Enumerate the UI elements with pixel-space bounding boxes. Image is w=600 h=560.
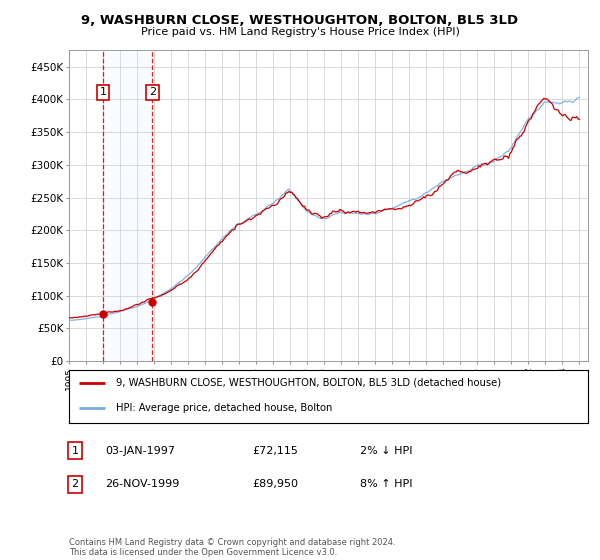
Text: £89,950: £89,950 bbox=[252, 479, 298, 489]
Text: 8% ↑ HPI: 8% ↑ HPI bbox=[360, 479, 413, 489]
Text: £72,115: £72,115 bbox=[252, 446, 298, 456]
Text: Contains HM Land Registry data © Crown copyright and database right 2024.
This d: Contains HM Land Registry data © Crown c… bbox=[69, 538, 395, 557]
Text: HPI: Average price, detached house, Bolton: HPI: Average price, detached house, Bolt… bbox=[116, 403, 332, 413]
Text: 2: 2 bbox=[149, 87, 156, 97]
Text: 1: 1 bbox=[100, 87, 107, 97]
Text: 1: 1 bbox=[71, 446, 79, 456]
Text: 03-JAN-1997: 03-JAN-1997 bbox=[105, 446, 175, 456]
Text: 9, WASHBURN CLOSE, WESTHOUGHTON, BOLTON, BL5 3LD: 9, WASHBURN CLOSE, WESTHOUGHTON, BOLTON,… bbox=[82, 14, 518, 27]
Text: 2: 2 bbox=[71, 479, 79, 489]
Bar bbox=[103, 50, 152, 361]
Text: Price paid vs. HM Land Registry's House Price Index (HPI): Price paid vs. HM Land Registry's House … bbox=[140, 27, 460, 37]
Text: 9, WASHBURN CLOSE, WESTHOUGHTON, BOLTON, BL5 3LD (detached house): 9, WASHBURN CLOSE, WESTHOUGHTON, BOLTON,… bbox=[116, 378, 501, 388]
Text: 2% ↓ HPI: 2% ↓ HPI bbox=[360, 446, 413, 456]
Text: 26-NOV-1999: 26-NOV-1999 bbox=[105, 479, 179, 489]
